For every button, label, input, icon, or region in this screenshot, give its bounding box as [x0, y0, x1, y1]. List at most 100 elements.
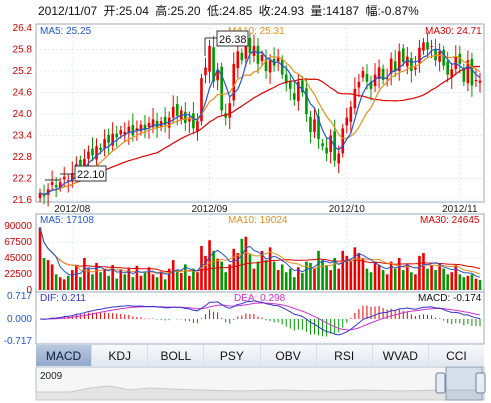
- navigator-right-handle[interactable]: [475, 372, 486, 394]
- tab-macd[interactable]: MACD: [36, 345, 92, 366]
- volume-bar: [438, 262, 441, 290]
- candle-body: [466, 60, 470, 84]
- candle-body: [151, 119, 155, 128]
- candle-body: [309, 116, 312, 132]
- candle-body: [313, 119, 316, 132]
- tab-kdj[interactable]: KDJ: [91, 345, 148, 366]
- candle-body: [54, 184, 58, 188]
- volume-y-tick-label: 45000: [4, 253, 32, 264]
- tab-boll[interactable]: BOLL: [147, 345, 204, 366]
- candle-body: [87, 151, 90, 159]
- candle-body: [297, 81, 300, 102]
- candle-body: [450, 69, 454, 78]
- macd-dea-label: DEA: 0.298: [234, 293, 286, 304]
- tab-wvad[interactable]: WVAD: [371, 345, 428, 366]
- volume-bar: [87, 268, 90, 290]
- volume-bar: [208, 240, 211, 290]
- volume-bar: [66, 275, 70, 290]
- candle-body: [345, 117, 349, 126]
- dif-line: [39, 300, 481, 336]
- candle-body: [79, 159, 82, 168]
- volume-bar: [389, 261, 393, 290]
- candle-body: [143, 124, 147, 131]
- volume-bar: [151, 274, 155, 290]
- volume-bar: [79, 277, 82, 290]
- volume-y-tick-label: 22500: [4, 269, 32, 280]
- volume-bar: [341, 250, 345, 290]
- header-high: 25.20: [171, 4, 201, 18]
- price-x-tick-label: 2012/09: [191, 204, 228, 215]
- volume-bar: [401, 270, 405, 290]
- price-ma30-label: MA30: 24.71: [425, 26, 482, 37]
- candle-body: [260, 54, 264, 61]
- volume-bar: [414, 274, 417, 290]
- price-y-tick-label: 23.4: [13, 131, 33, 142]
- volume-bar: [309, 262, 312, 290]
- volume-bar: [224, 272, 228, 290]
- candle-body: [329, 135, 332, 152]
- volume-bar: [393, 268, 397, 290]
- candle-body: [192, 113, 195, 129]
- volume-bar: [333, 258, 336, 290]
- volume-bar: [83, 258, 86, 290]
- volume-ma10-label: MA10: 19024: [228, 215, 288, 226]
- candle-body: [389, 58, 393, 74]
- tab-psy[interactable]: PSY: [203, 345, 260, 366]
- candle-body: [131, 125, 135, 136]
- candle-body: [115, 133, 119, 138]
- candle-body: [458, 53, 462, 64]
- volume-bar: [406, 265, 409, 290]
- candle-body: [38, 192, 42, 199]
- volume-y-tick-label: 67500: [4, 237, 32, 248]
- volume-bar: [155, 277, 159, 290]
- volume-bar: [446, 274, 450, 290]
- candle-body: [422, 42, 425, 51]
- header-close-label: 收:: [259, 4, 274, 18]
- candle-body: [95, 146, 98, 160]
- candle-body: [123, 131, 127, 135]
- candle-body: [228, 103, 232, 118]
- candle-body: [216, 71, 219, 81]
- price-x-tick-labels: 2012/08 2012/09 2012/10 2012/11: [54, 204, 478, 215]
- candle-body: [426, 42, 429, 50]
- volume-bar: [54, 274, 58, 290]
- volume-bar: [325, 265, 328, 290]
- candle-body: [418, 47, 421, 64]
- volume-bar: [478, 279, 482, 290]
- volume-bar: [268, 247, 272, 290]
- low-callout-text: 22.10: [77, 169, 105, 181]
- tab-rsi[interactable]: RSI: [315, 345, 372, 366]
- navigator-left-handle[interactable]: [435, 372, 446, 394]
- candle-body: [301, 80, 304, 93]
- volume-bar: [147, 267, 151, 290]
- candle-body: [474, 79, 478, 82]
- volume-bar: [179, 272, 183, 290]
- macd-histogram: [43, 305, 481, 337]
- volume-bar: [272, 261, 276, 290]
- volume-bar: [236, 253, 240, 290]
- volume-bar: [91, 274, 94, 290]
- candle-body: [369, 81, 373, 89]
- ma30-line: [39, 65, 480, 196]
- volume-bar: [301, 272, 304, 290]
- volume-bar: [377, 265, 381, 290]
- tab-cci[interactable]: CCI: [427, 345, 484, 366]
- candle-body: [127, 126, 131, 134]
- header-close: 24.93: [274, 4, 304, 18]
- price-y-tick-label: 22.8: [13, 152, 33, 163]
- volume-bar: [474, 278, 478, 290]
- candle-body: [410, 58, 413, 71]
- volume-bar: [95, 262, 98, 290]
- macd-y-tick-label: 0.000: [7, 314, 32, 325]
- candle-body: [220, 66, 223, 111]
- tab-obv[interactable]: OBV: [259, 345, 316, 366]
- candle-body: [361, 71, 365, 78]
- price-x-tick-label: 2012/11: [442, 204, 478, 215]
- volume-bar: [426, 268, 429, 290]
- volume-bar: [337, 268, 341, 290]
- candle-body: [272, 58, 276, 66]
- volume-bar: [410, 272, 413, 290]
- volume-bar: [188, 275, 191, 290]
- volume-bar: [123, 274, 127, 290]
- candle-body: [292, 93, 296, 100]
